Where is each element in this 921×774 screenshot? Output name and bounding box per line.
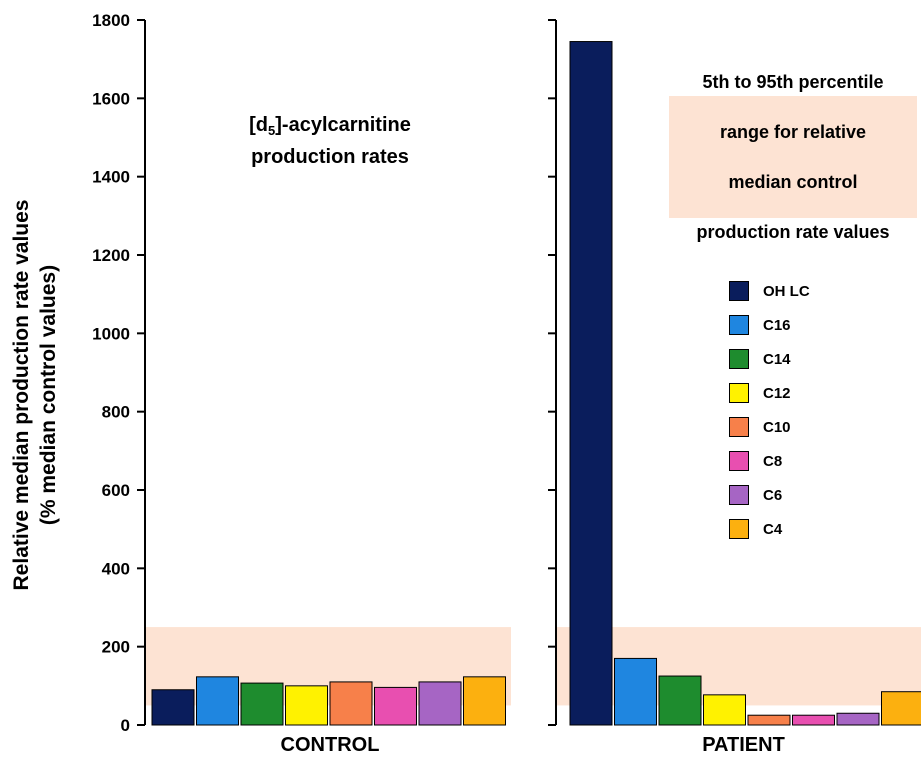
y-tick-label: 0 <box>121 716 130 735</box>
legend-item-c4: C4 <box>729 518 782 540</box>
legend-swatch <box>729 519 749 539</box>
reference-band-label: 5th to 95th percentile range for relativ… <box>669 72 917 242</box>
bar-patient-c10 <box>747 714 791 726</box>
legend-label: C14 <box>763 350 791 368</box>
legend-label: C6 <box>763 486 783 504</box>
bar-control-c6 <box>418 681 462 726</box>
bar-patient-oh-lc <box>569 41 613 726</box>
y-axis-label: Relative median production rate values (… <box>10 199 60 591</box>
bar-control-c12 <box>285 685 328 726</box>
bar-control-oh-lc <box>151 689 195 726</box>
bar-patient-c14 <box>658 675 702 726</box>
y-tick-label: 1200 <box>92 246 130 265</box>
bar-control-c4 <box>463 676 506 726</box>
legend-item-c10: C10 <box>729 416 791 438</box>
y-tick-label: 1000 <box>92 324 130 343</box>
panel-label-control: CONTROL <box>280 734 380 756</box>
y-tick-label: 600 <box>102 481 130 500</box>
bar-patient-c4 <box>881 691 921 726</box>
legend-label: C8 <box>763 452 783 470</box>
legend-label: C12 <box>763 384 791 402</box>
legend-item-c12: C12 <box>729 382 791 404</box>
bar-control-c8 <box>374 686 417 726</box>
bar-patient-c6 <box>836 712 880 726</box>
legend-swatch <box>729 349 749 369</box>
legend-swatch <box>729 383 749 403</box>
legend-swatch <box>729 451 749 471</box>
y-tick-label: 200 <box>102 638 130 657</box>
y-tick-label: 400 <box>102 559 130 578</box>
y-tick-label: 1800 <box>92 11 130 30</box>
inset-chart-title: [d5]-acylcarnitine production rates <box>249 114 411 168</box>
bar-patient-c8 <box>792 714 835 726</box>
panel-label-patient: PATIENT <box>702 734 785 756</box>
legend-item-c8: C8 <box>729 450 782 472</box>
legend-item-c14: C14 <box>729 348 791 370</box>
legend-item-oh-lc: OH LC <box>729 280 810 302</box>
legend-swatch <box>729 315 749 335</box>
legend-item-c6: C6 <box>729 484 782 506</box>
legend-label: C16 <box>763 316 791 334</box>
y-tick-label: 1600 <box>92 89 130 108</box>
bar-patient-c12 <box>703 694 746 726</box>
legend-swatch <box>729 485 749 505</box>
legend-label: C10 <box>763 418 791 436</box>
legend-item-c16: C16 <box>729 314 791 336</box>
y-tick-label: 800 <box>102 403 130 422</box>
legend-label: C4 <box>763 520 783 538</box>
bar-control-c10 <box>329 681 373 726</box>
legend-label: OH LC <box>763 282 810 300</box>
bar-control-c14 <box>240 682 284 726</box>
legend-swatch <box>729 281 749 301</box>
bar-patient-c16 <box>614 657 657 726</box>
y-tick-label: 1400 <box>92 168 130 187</box>
bar-control-c16 <box>196 676 239 726</box>
legend-swatch <box>729 417 749 437</box>
